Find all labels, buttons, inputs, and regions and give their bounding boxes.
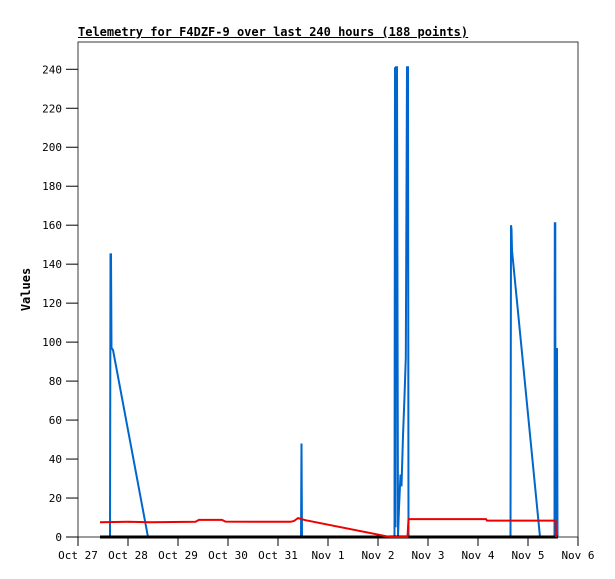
y-axis-tick-label: 180 [42,180,62,193]
y-axis-tick-label: 120 [42,297,62,310]
y-axis-tick-label: 240 [42,63,62,76]
y-axis-title: Values [19,268,33,311]
x-axis-tick-label: Oct 28 [108,549,148,562]
x-axis-tick-label: Oct 27 [58,549,98,562]
x-axis-tick-label: Nov 4 [461,549,494,562]
y-axis-tick-label: 160 [42,219,62,232]
y-axis-tick-label: 80 [49,375,62,388]
x-axis-tick-label: Oct 30 [208,549,248,562]
y-axis-tick-label: 140 [42,258,62,271]
x-axis-tick-label: Nov 5 [511,549,544,562]
y-axis-tick-label: 220 [42,102,62,115]
x-axis-tick-label: Nov 3 [411,549,444,562]
y-axis-tick-label: 40 [49,453,62,466]
x-axis-tick-label: Nov 6 [561,549,594,562]
chart-title: Telemetry for F4DZF-9 over last 240 hour… [78,25,469,39]
y-axis-tick-label: 60 [49,414,62,427]
y-axis-tick-label: 20 [49,492,62,505]
x-axis-tick-label: Oct 29 [158,549,198,562]
x-axis-tick-label: Nov 1 [311,549,344,562]
y-axis-tick-label: 0 [55,531,62,544]
y-axis-tick-label: 100 [42,336,62,349]
x-axis-tick-label: Nov 2 [361,549,394,562]
x-axis-tick-label: Oct 31 [258,549,298,562]
plot-border [77,41,579,538]
y-axis-tick-label: 200 [42,141,62,154]
series-line-telemetry-channel-blue [100,66,559,538]
series-line-telemetry-channel-red [99,517,557,538]
